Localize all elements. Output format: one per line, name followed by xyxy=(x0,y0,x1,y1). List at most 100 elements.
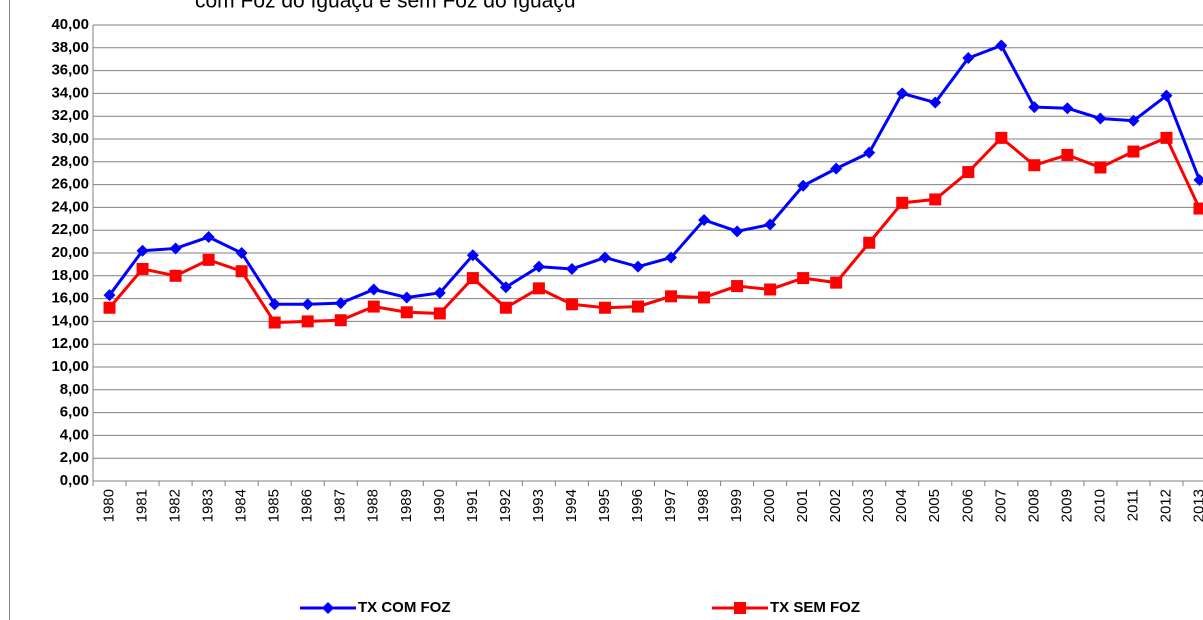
x-tick-label: 1981 xyxy=(134,489,151,522)
x-tick-label: 1980 xyxy=(100,489,117,522)
data-point xyxy=(367,300,380,313)
data-point xyxy=(499,301,512,314)
x-tick-label: 1982 xyxy=(167,489,184,522)
data-point xyxy=(136,262,149,275)
x-tick-label: 1984 xyxy=(233,489,250,522)
x-tick-label: 1997 xyxy=(662,489,679,522)
data-point xyxy=(301,315,314,328)
y-tick-label: 2,00 xyxy=(60,449,89,466)
y-tick-label: 20,00 xyxy=(51,244,89,261)
y-tick-label: 16,00 xyxy=(51,290,89,307)
x-tick-label: 2011 xyxy=(1124,489,1141,521)
data-point xyxy=(235,247,248,259)
data-point xyxy=(1160,131,1173,144)
data-point xyxy=(962,166,975,179)
y-tick-label: 22,00 xyxy=(51,221,89,238)
data-point xyxy=(665,290,678,303)
x-tick-label: 1995 xyxy=(596,489,613,522)
y-tick-label: 32,00 xyxy=(51,107,89,124)
x-tick-label: 1989 xyxy=(398,489,415,522)
data-point xyxy=(929,193,942,206)
data-point xyxy=(367,283,380,296)
x-tick-label: 1992 xyxy=(497,489,514,522)
x-tick-label: 2008 xyxy=(1025,489,1042,522)
x-tick-label: 2007 xyxy=(992,489,1009,522)
data-point xyxy=(400,291,413,304)
legend-marker xyxy=(322,602,334,614)
data-point xyxy=(268,298,281,311)
y-tick-label: 38,00 xyxy=(51,39,89,56)
data-point xyxy=(631,300,644,313)
data-point xyxy=(995,131,1008,144)
y-tick-label: 40,00 xyxy=(51,16,89,33)
y-tick-label: 4,00 xyxy=(60,426,89,443)
x-tick-label: 2002 xyxy=(827,489,844,522)
data-point xyxy=(1160,89,1173,102)
data-point xyxy=(268,316,281,329)
data-point xyxy=(433,307,446,320)
x-tick-label: 2013 xyxy=(1190,489,1203,522)
x-tick-label: 1999 xyxy=(728,489,745,522)
x-tick-label: 1993 xyxy=(530,489,547,522)
data-point xyxy=(565,262,578,275)
data-point xyxy=(764,283,777,296)
x-tick-label: 1987 xyxy=(332,489,349,522)
x-tick-label: 1990 xyxy=(431,489,448,522)
y-tick-label: 26,00 xyxy=(51,176,89,193)
data-point xyxy=(896,87,909,100)
y-tick-label: 12,00 xyxy=(51,335,89,352)
data-point xyxy=(830,276,843,289)
data-point xyxy=(565,298,578,311)
data-point xyxy=(863,236,876,249)
data-point xyxy=(433,286,446,299)
x-tick-label: 2000 xyxy=(761,489,778,522)
x-tick-label: 2003 xyxy=(860,489,877,522)
x-tick-label: 1985 xyxy=(266,489,283,522)
data-point xyxy=(466,272,479,285)
data-point xyxy=(532,282,545,295)
y-tick-label: 10,00 xyxy=(51,358,89,375)
data-point xyxy=(929,96,942,109)
data-point xyxy=(731,225,744,238)
data-point xyxy=(466,249,479,262)
data-point xyxy=(598,251,611,264)
series-line xyxy=(108,43,1201,306)
y-tick-label: 14,00 xyxy=(51,312,89,329)
x-tick-label: 2006 xyxy=(959,489,976,522)
x-tick-label: 1998 xyxy=(695,489,712,522)
data-point xyxy=(202,231,215,244)
data-point xyxy=(896,196,909,209)
x-tick-label: 1994 xyxy=(563,489,580,522)
data-point xyxy=(1094,161,1107,174)
data-point xyxy=(698,213,711,226)
y-tick-label: 6,00 xyxy=(60,404,89,421)
data-point xyxy=(103,301,116,314)
data-point xyxy=(830,162,843,175)
x-tick-label: 2004 xyxy=(893,489,910,522)
y-tick-label: 24,00 xyxy=(51,198,89,215)
data-point xyxy=(202,253,215,266)
data-point xyxy=(169,269,182,282)
data-point xyxy=(764,218,777,231)
y-tick-label: 28,00 xyxy=(51,153,89,170)
data-point xyxy=(400,306,413,319)
data-point xyxy=(532,260,545,273)
y-tick-label: 8,00 xyxy=(60,381,89,398)
x-tick-label: 2010 xyxy=(1091,489,1108,522)
data-point xyxy=(797,272,810,285)
chart-title: com Foz do Iguaçu e sem Foz do Iguaçu xyxy=(195,0,576,13)
y-tick-label: 18,00 xyxy=(51,267,89,284)
data-point xyxy=(1127,145,1140,158)
legend-marker xyxy=(734,602,746,614)
data-point xyxy=(731,280,744,293)
legend-label: TX COM FOZ xyxy=(358,599,451,616)
data-point xyxy=(863,146,876,159)
y-tick-label: 36,00 xyxy=(51,62,89,79)
x-tick-label: 2001 xyxy=(794,489,811,522)
data-point xyxy=(1028,159,1041,172)
x-tick-label: 1996 xyxy=(629,489,646,522)
data-point xyxy=(1028,101,1041,114)
x-tick-label: 2009 xyxy=(1058,489,1075,522)
